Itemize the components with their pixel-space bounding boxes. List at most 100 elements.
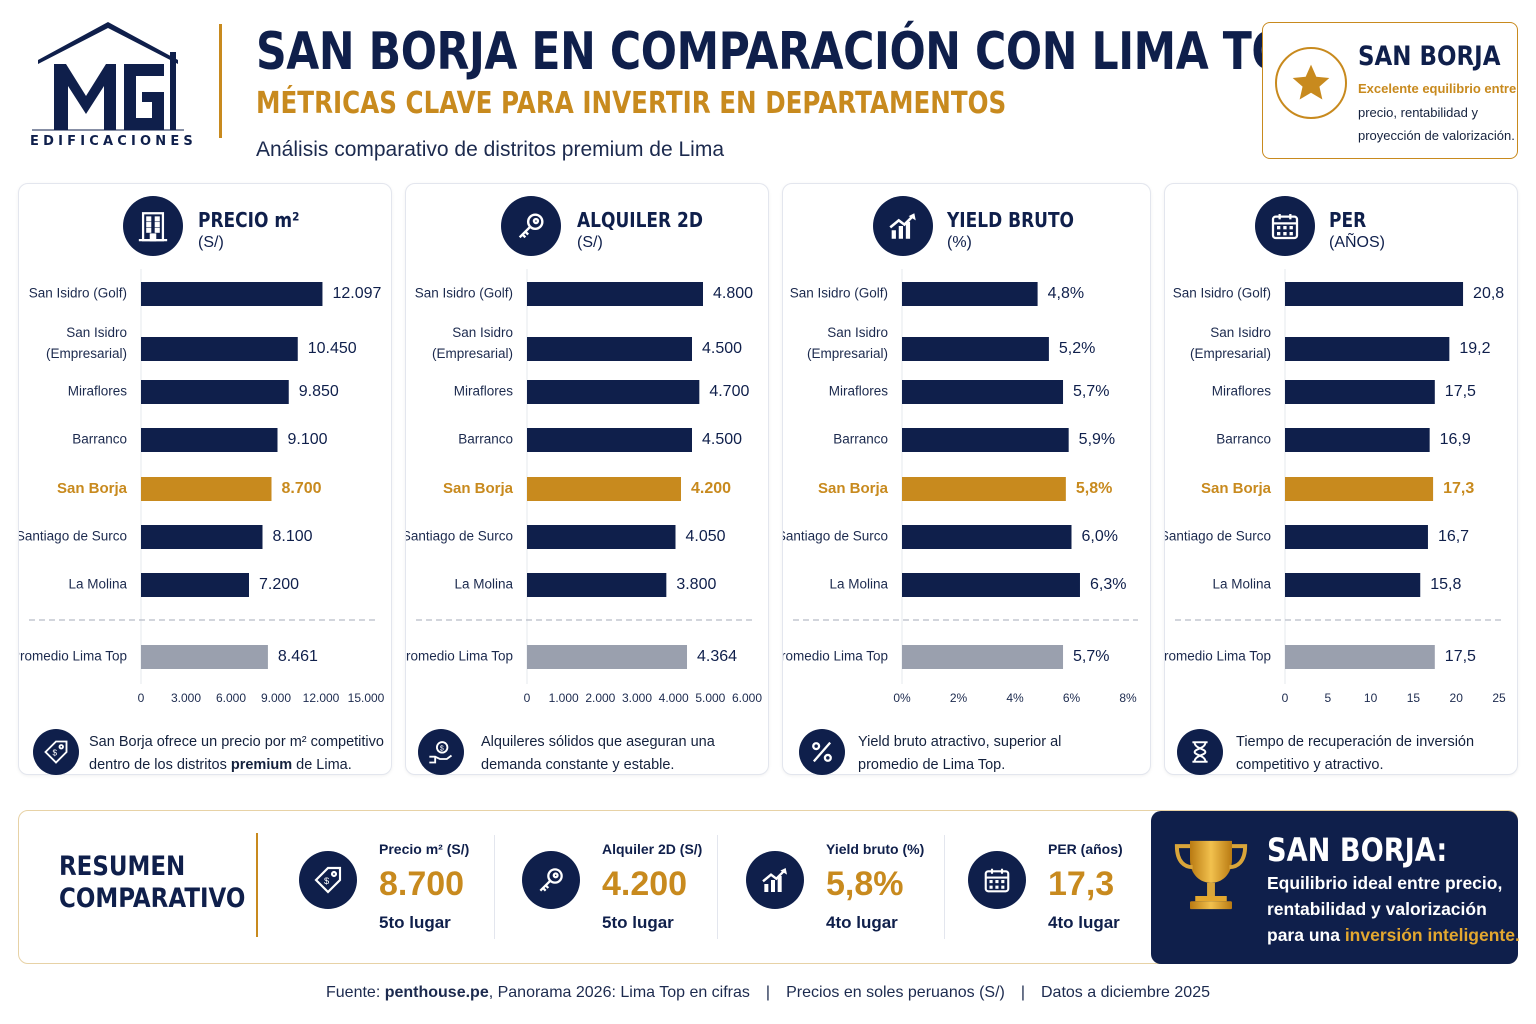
highlight-title: SAN BORJA [1358,41,1501,72]
category-label: San Isidro (Empresarial) [432,325,513,361]
bar [902,477,1066,501]
category-label: Barranco [72,432,127,447]
value-label: 8.461 [278,648,318,665]
bar [902,645,1064,669]
hourglass-icon [1177,729,1223,775]
summary-value: 8.700 [379,865,465,903]
tick-label: 4% [1006,691,1024,705]
bar [902,282,1038,306]
bar [141,525,263,549]
summary-rank: 5to lugar [602,913,674,932]
price-tag-icon: $ [299,851,357,909]
category-label: Promedio Lima Top [1165,649,1271,664]
summary-value: 5,8% [826,865,904,903]
value-label: 17,5 [1445,383,1476,400]
value-label: 19,2 [1459,340,1490,357]
bar [141,645,268,669]
value-label: 4,8% [1048,285,1084,302]
category-label: San Isidro (Golf) [29,286,127,301]
page-subtitle: MÉTRICAS CLAVE PARA INVERTIR EN DEPARTAM… [256,86,1007,121]
value-label: 5,2% [1059,340,1095,357]
summary-rank: 4to lugar [826,913,898,932]
summary-value: 17,3 [1048,865,1115,903]
key-icon [522,851,580,909]
value-label: 9.100 [288,431,328,448]
category-label: San Borja [818,480,889,497]
panel-note: promedio de Lima Top. [858,757,1006,773]
value-label: 20,8 [1473,285,1504,302]
summary-separator [944,835,945,939]
bar [527,477,681,501]
page-tagline: Análisis comparativo de distritos premiu… [256,138,725,161]
footer-currency: Precios en soles peruanos (S/) [786,984,1005,1001]
tick-label: 1.000 [549,691,579,705]
value-label: 4.500 [702,340,742,357]
bar [141,477,272,501]
category-label: La Molina [1212,577,1271,592]
tick-label: 3.000 [171,691,201,705]
category-label: San Borja [443,480,514,497]
bar [141,428,278,452]
value-label: 4.500 [702,431,742,448]
footer-source-link: penthouse.pe [384,984,489,1001]
tick-label: 6% [1063,691,1081,705]
value-label: 15,8 [1430,576,1461,593]
category-label: San Isidro (Golf) [1173,286,1271,301]
bar [527,645,688,669]
value-label: 10.450 [308,340,357,357]
category-label: Barranco [1216,432,1271,447]
bar-chart-per: San Isidro (Golf) 20,8 San Isidro (Empresar… [1165,269,1506,705]
growth-chart-icon [873,196,933,256]
category-label: La Molina [68,577,127,592]
tick-label: 0% [893,691,911,705]
value-label: 7.200 [259,576,299,593]
tick-label: 4.000 [659,691,689,705]
building-icon [123,196,183,256]
summary-divider [256,833,258,937]
highlight-line: precio, rentabilidad y [1358,105,1478,120]
value-label: 6,3% [1090,576,1126,593]
category-label: Miraflores [829,384,889,399]
bar [902,573,1080,597]
tick-label: 2% [950,691,968,705]
bar [141,573,249,597]
tick-label: 25 [1492,691,1506,705]
bar [1285,428,1430,452]
growth-chart-icon [746,851,804,909]
panel-per: PER (AÑOS) San Isidro (Golf) 20,8 San Isid… [1164,183,1518,775]
footer-source-prefix: Fuente: [326,984,385,1001]
bar [527,282,703,306]
panel-title: ALQUILER 2D [577,208,703,232]
tick-label: 2.000 [585,691,615,705]
panel-unit: (AÑOS) [1329,234,1385,251]
panel-title: PER [1329,208,1367,232]
tick-label: 6.000 [732,691,762,705]
percent-icon [799,729,845,775]
bar [141,380,289,404]
category-label: San Isidro (Empresarial) [1190,325,1271,361]
winner-box: SAN BORJA: Equilibrio ideal entre precio… [1151,811,1520,964]
svg-text:$: $ [53,749,58,758]
summary-value: 4.200 [602,865,688,903]
calendar-icon [1255,196,1315,256]
bar [902,380,1064,404]
bar-chart-yield: San Isidro (Golf) 4,8% San Isidro (Empresar… [783,269,1138,705]
bar [902,525,1072,549]
tick-label: 20 [1450,691,1464,705]
panel-alquiler: ALQUILER 2D (S/) San Isidro (Golf) 4.800 S… [405,183,769,775]
category-label: Barranco [458,432,513,447]
value-label: 12.097 [332,285,381,302]
tick-label: 0 [524,691,531,705]
bar [527,525,676,549]
svg-text:$: $ [440,745,444,752]
panel-unit: (S/) [198,234,224,251]
bar [1285,645,1435,669]
category-label: San Isidro (Empresarial) [807,325,888,361]
bar-chart-alquiler: San Isidro (Golf) 4.800 San Isidro (Empresa… [406,269,762,705]
value-label: 6,0% [1082,528,1118,545]
panel-note: demanda constante y estable. [481,757,675,773]
footer: Fuente: penthouse.pe, Panorama 2026: Lim… [326,984,1210,1001]
tick-label: 5.000 [695,691,725,705]
panel-unit: (%) [947,234,972,251]
panel-note: Alquileres sólidos que aseguran una [481,734,715,750]
